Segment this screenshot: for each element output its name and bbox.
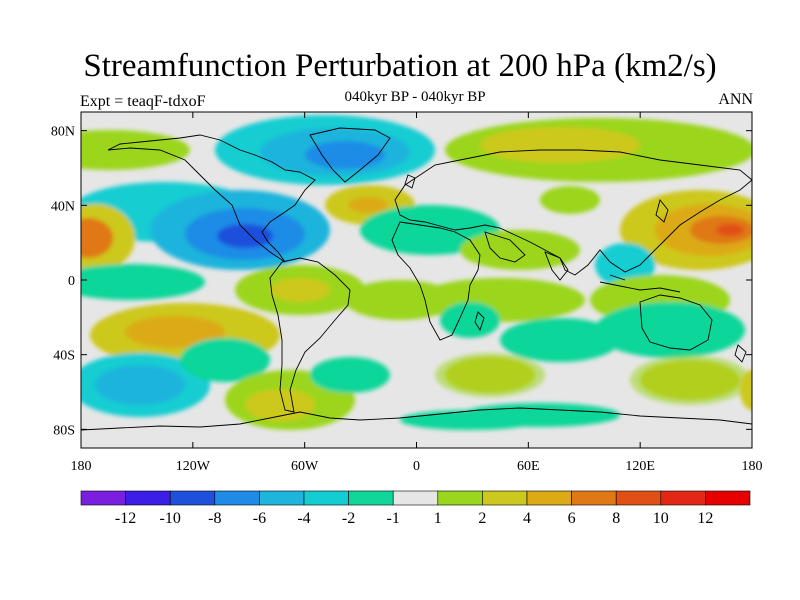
latitude-axis: 80N 40N 0 40S 80S (51, 125, 752, 438)
south-indian-high-rim (435, 353, 545, 397)
indonesia-coast (599, 274, 681, 293)
india-coast (544, 251, 569, 281)
colorbar-label: 10 (653, 510, 669, 527)
southern-africa-teal (440, 302, 500, 338)
colorbar-swatch (571, 490, 617, 506)
lon-tick-label: 180 (71, 459, 92, 474)
greenland-low-core (305, 141, 385, 169)
south-america-coast (269, 257, 351, 413)
lon-tick-label: 60E (517, 459, 540, 474)
colorbar-label: -8 (208, 510, 221, 527)
lon-tick-label: 60W (291, 459, 319, 474)
west-pacific-teal (595, 243, 655, 287)
colorbar-swatch (392, 490, 439, 506)
gulf-low-core (217, 224, 273, 248)
lat-tick-label: 40S (53, 349, 75, 364)
colorbar-swatch (615, 490, 662, 506)
southern-ocean-high-rim (630, 355, 750, 405)
colorbar-swatch (125, 490, 171, 506)
indian-ocean-lime (415, 278, 585, 322)
lon-tick-label: 120E (625, 459, 655, 474)
colorbar-swatch (660, 490, 706, 506)
arabia-coast (484, 231, 526, 263)
japan-coast (655, 199, 669, 223)
colorbar: -12 -10 -8 -6 -4 -2 -1 1 2 4 6 8 10 12 (80, 490, 751, 527)
colorbar-label: 6 (568, 510, 576, 527)
colorbar-label: -4 (297, 510, 310, 527)
eurasia-coast (394, 149, 752, 276)
longitude-axis: 180 120W 60W 0 60E 120E 180 (71, 112, 763, 474)
colorbar-label: 1 (434, 510, 442, 527)
drake-high-core (245, 389, 315, 421)
colorbar-label: -10 (160, 510, 181, 527)
colorbar-label: 12 (697, 510, 713, 527)
australia-teal (595, 302, 745, 358)
antarctic-teal (400, 410, 540, 430)
colorbar-label: -2 (342, 510, 355, 527)
greenland-coast (309, 127, 391, 183)
lat-tick-label: 80S (53, 423, 75, 438)
colorbar-swatch (303, 490, 349, 506)
uk-coast (404, 174, 416, 189)
colorbar-label: 4 (523, 510, 531, 527)
colorbar-label: 2 (478, 510, 486, 527)
central-pacific-high-core (81, 218, 113, 258)
lat-tick-label: 40N (51, 199, 75, 214)
south-pacific-high-core (125, 316, 225, 348)
colorbar-swatch (169, 490, 216, 506)
colorbar-swatch (80, 490, 126, 506)
lon-tick-label: 120W (176, 459, 211, 474)
coastlines (81, 127, 752, 431)
colorbar-swatch (526, 490, 572, 506)
antarctica-coast (81, 407, 752, 431)
south-pacific-low-core (95, 365, 185, 405)
colorbar-label: -6 (253, 510, 266, 527)
north-america-coast (107, 134, 316, 263)
west-pacific-high-peak (716, 224, 744, 236)
lon-tick-label: 180 (742, 459, 763, 474)
south-america-yellow (270, 278, 330, 302)
plot-subtitle: 040kyr BP - 040kyr BP (344, 89, 486, 105)
colorbar-swatch (482, 490, 528, 506)
siberia-yellow (480, 127, 640, 163)
colorbar-label: -1 (387, 510, 400, 527)
north-atlantic-high-core (348, 197, 388, 213)
madagascar-coast (474, 311, 485, 332)
colorbar-label: 8 (612, 510, 620, 527)
africa-coast (391, 221, 481, 341)
experiment-label: Expt = teaqF-tdxoF (80, 93, 206, 110)
colorbar-swatch (437, 490, 483, 506)
colorbar-label: -12 (115, 510, 136, 527)
lat-tick-label: 0 (68, 274, 75, 289)
colorbar-swatch (348, 490, 394, 506)
colorbar-swatch (705, 490, 751, 506)
south-atlantic-teal (310, 357, 390, 393)
east-pacific-teal (180, 338, 270, 382)
australia-coast (639, 294, 713, 351)
plot-title: Streamfunction Perturbation at 200 hPa (… (83, 48, 717, 84)
new-zealand-coast (734, 344, 747, 363)
east-edge-high (740, 370, 752, 410)
contour-field (81, 112, 752, 448)
indian-ocean-teal (500, 318, 620, 362)
colorbar-swatch (214, 490, 260, 506)
central-asia-lime (540, 186, 600, 214)
colorbar-swatch (259, 490, 305, 506)
lat-tick-label: 80N (51, 125, 75, 140)
season-label: ANN (718, 91, 753, 108)
lon-tick-label: 0 (413, 459, 420, 474)
tropical-teal-west (81, 264, 205, 300)
